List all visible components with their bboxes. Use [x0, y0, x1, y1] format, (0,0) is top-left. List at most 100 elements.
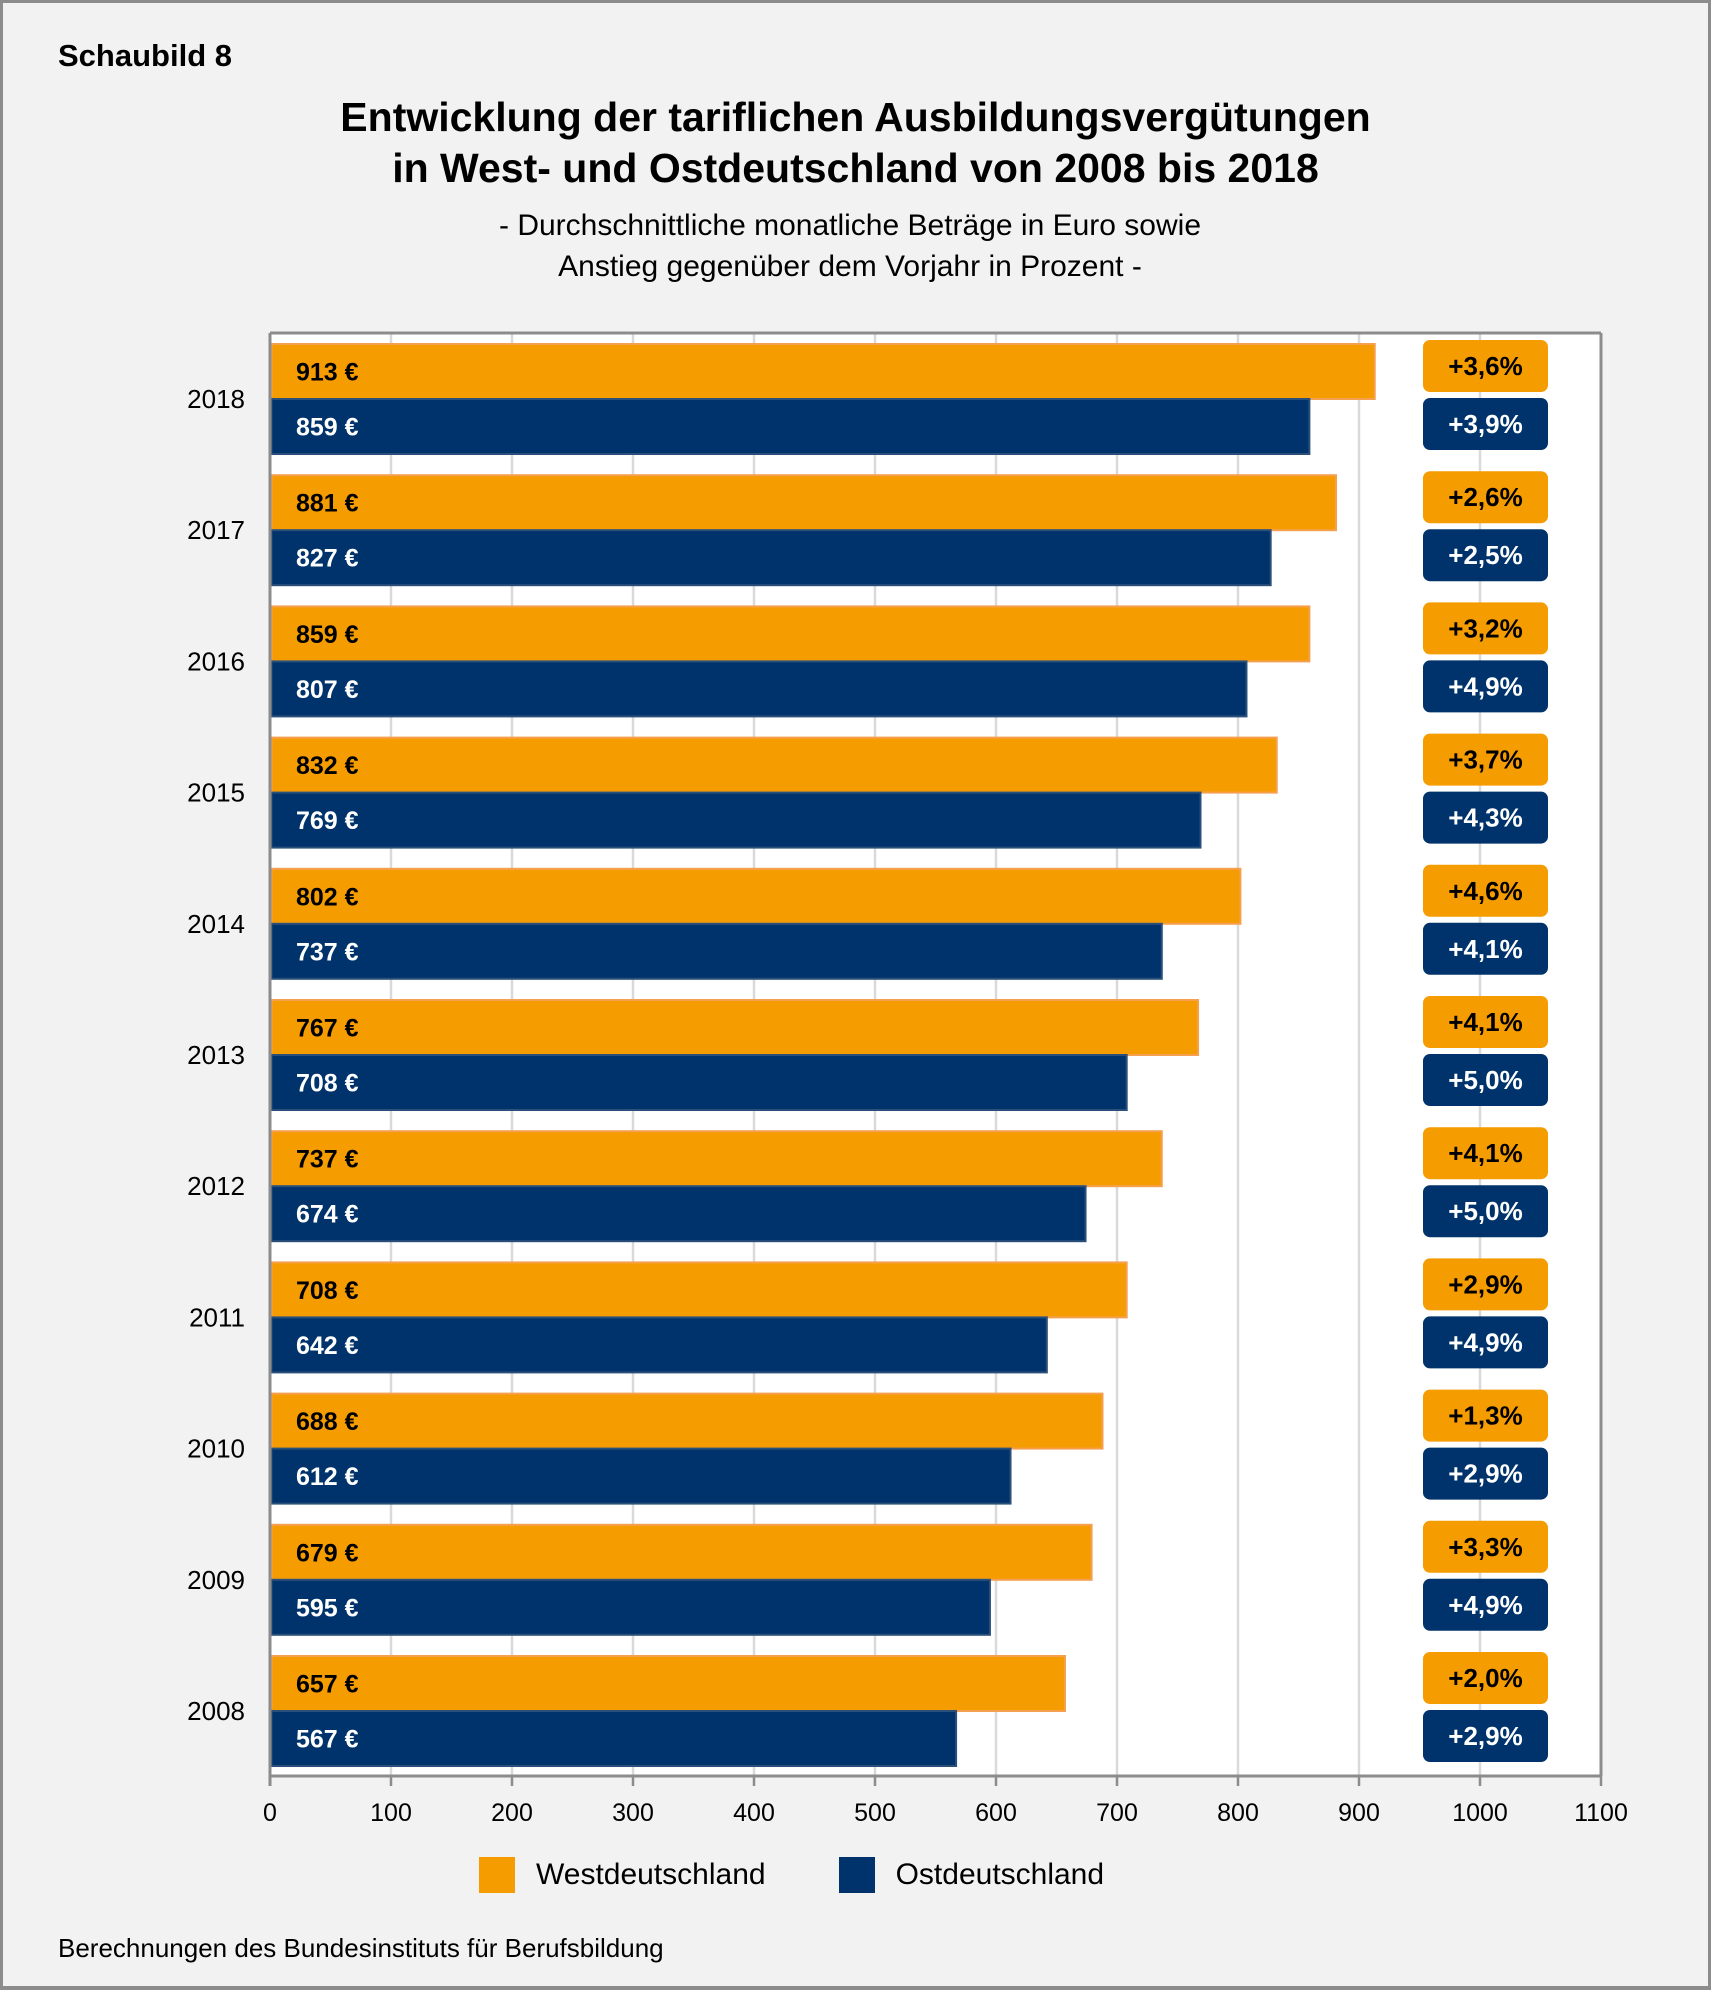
- change-badge-west: [1423, 864, 1548, 917]
- change-badge-east: [1423, 1578, 1548, 1631]
- bar-label-east: 674 €: [296, 1201, 359, 1229]
- x-tick-label: 1100: [1574, 1799, 1628, 1827]
- bar-label-west: 767 €: [296, 1015, 359, 1043]
- bar-label-west: 913 €: [296, 359, 359, 387]
- change-badge-east: [1423, 529, 1548, 582]
- bar-label-east: 708 €: [296, 1070, 359, 1098]
- category-label: 2008: [187, 1696, 245, 1726]
- change-label-east: +4,1%: [1448, 934, 1522, 964]
- bar-label-east: 827 €: [296, 545, 359, 573]
- legend-swatch-west: [479, 1857, 515, 1893]
- bar-label-west: 657 €: [296, 1671, 359, 1699]
- change-badge-west: [1423, 602, 1548, 655]
- change-label-east: +5,0%: [1448, 1196, 1522, 1226]
- change-label-west: +2,6%: [1448, 482, 1522, 512]
- bar-east: [270, 1710, 958, 1767]
- bar-label-east: 642 €: [296, 1332, 359, 1360]
- change-label-west: +4,6%: [1448, 876, 1522, 906]
- change-badge-east: [1423, 791, 1548, 844]
- legend-item-east: Ostdeutschland: [838, 1857, 1105, 1893]
- category-label: 2018: [187, 384, 245, 414]
- change-label-west: +2,0%: [1448, 1663, 1522, 1693]
- bar-west: [270, 343, 1376, 400]
- bar-east: [270, 1185, 1087, 1243]
- bar-label-west: 859 €: [296, 621, 359, 649]
- x-tick-label: 800: [1217, 1799, 1259, 1827]
- chart-subtitle: - Durchschnittliche monatliche Beträge i…: [0, 205, 1700, 287]
- x-tick-label: 400: [733, 1799, 775, 1827]
- category-label: 2016: [187, 646, 245, 676]
- bar-label-west: 802 €: [296, 883, 359, 911]
- bar-label-east: 859 €: [296, 414, 359, 442]
- chart-subtitle-line-1: - Durchschnittliche monatliche Beträge i…: [499, 209, 1201, 242]
- bar-label-west: 679 €: [296, 1539, 359, 1567]
- x-tick-label: 300: [612, 1799, 654, 1827]
- x-tick-label: 200: [491, 1799, 533, 1827]
- bar-label-west: 688 €: [296, 1408, 359, 1436]
- bar-west: [270, 1130, 1163, 1188]
- bar-label-east: 595 €: [296, 1594, 359, 1622]
- bar-east: [270, 922, 1163, 980]
- change-badge-west: [1423, 1520, 1548, 1573]
- change-badge-west: [1423, 1127, 1548, 1180]
- bar-east: [270, 529, 1272, 587]
- bar-label-west: 708 €: [296, 1277, 359, 1305]
- bar-west: [270, 1261, 1128, 1319]
- bar-east: [270, 1316, 1048, 1374]
- footnote: Berechnungen des Bundesinstituts für Ber…: [58, 1933, 664, 1963]
- bar-label-east: 737 €: [296, 938, 359, 966]
- change-label-west: +1,3%: [1448, 1401, 1522, 1431]
- x-tick-label: 500: [854, 1799, 896, 1827]
- bar-label-east: 769 €: [296, 807, 359, 835]
- category-label: 2012: [187, 1171, 245, 1201]
- chart-title-line-1: Entwicklung der tariflichen Ausbildungsv…: [340, 94, 1371, 140]
- change-label-west: +3,6%: [1448, 351, 1522, 381]
- bar-west: [270, 736, 1278, 794]
- bar-west: [270, 474, 1338, 532]
- bar-label-west: 832 €: [296, 752, 359, 780]
- bar-west: [270, 1392, 1104, 1450]
- x-tick-label: 600: [975, 1799, 1017, 1827]
- bar-label-west: 881 €: [296, 490, 359, 518]
- bar-west: [270, 867, 1242, 925]
- change-label-west: +4,1%: [1448, 1007, 1522, 1037]
- bar-east: [270, 1447, 1012, 1505]
- legend: Westdeutschland Ostdeutschland: [479, 1857, 1177, 1893]
- x-tick-label: 100: [370, 1799, 412, 1827]
- legend-item-west: Westdeutschland: [479, 1857, 766, 1893]
- change-label-east: +4,3%: [1448, 803, 1522, 833]
- change-label-west: +3,7%: [1448, 745, 1522, 775]
- change-badge-east: [1423, 1185, 1548, 1238]
- change-badge-west: [1423, 471, 1548, 524]
- change-badge-west: [1423, 996, 1548, 1048]
- bar-label-east: 612 €: [296, 1463, 359, 1491]
- bar-east: [270, 1054, 1128, 1111]
- change-badge-east: [1423, 1054, 1548, 1106]
- category-label: 2009: [187, 1565, 245, 1595]
- bar-east: [270, 1578, 991, 1636]
- change-badge-east: [1423, 660, 1548, 713]
- bar-label-west: 737 €: [296, 1146, 359, 1174]
- change-label-east: +2,9%: [1448, 1721, 1522, 1751]
- category-label: 2013: [187, 1040, 245, 1070]
- x-tick-label: 0: [263, 1799, 277, 1827]
- change-label-east: +4,9%: [1448, 671, 1522, 701]
- bar-label-east: 567 €: [296, 1726, 359, 1754]
- change-label-east: +2,9%: [1448, 1459, 1522, 1489]
- change-badge-east: [1423, 1316, 1548, 1369]
- change-label-west: +3,2%: [1448, 613, 1522, 643]
- change-label-east: +4,9%: [1448, 1327, 1522, 1357]
- bar-label-east: 807 €: [296, 676, 359, 704]
- chart-subtitle-line-2: Anstieg gegenüber dem Vorjahr in Prozent…: [558, 250, 1142, 283]
- legend-label-east: Ostdeutschland: [895, 1858, 1105, 1891]
- bar-west: [270, 605, 1311, 663]
- category-label: 2011: [189, 1302, 245, 1332]
- change-badge-east: [1423, 922, 1548, 975]
- chart-title: Entwicklung der tariflichen Ausbildungsv…: [0, 92, 1711, 194]
- change-label-east: +4,9%: [1448, 1590, 1522, 1620]
- figure-label: Schaubild 8: [58, 38, 232, 73]
- bar-east: [270, 791, 1202, 849]
- change-label-east: +5,0%: [1448, 1065, 1522, 1095]
